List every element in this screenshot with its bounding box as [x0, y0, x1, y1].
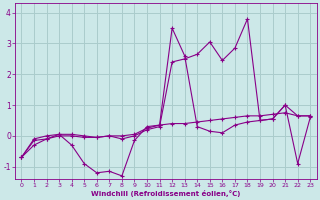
X-axis label: Windchill (Refroidissement éolien,°C): Windchill (Refroidissement éolien,°C)	[91, 190, 241, 197]
